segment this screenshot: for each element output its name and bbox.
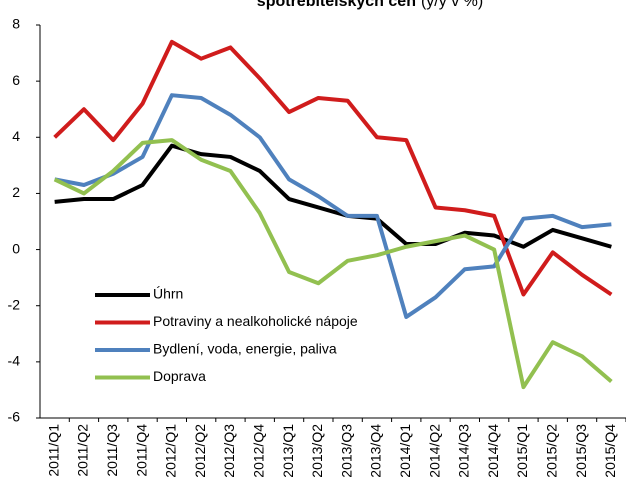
y-tick-label: -6 <box>8 409 21 425</box>
y-tick-label: -4 <box>8 353 21 369</box>
series-line <box>53 138 613 390</box>
y-tick-label: 0 <box>12 240 20 256</box>
y-tick-label: 4 <box>12 128 20 144</box>
x-tick-label: 2011/Q2 <box>75 424 91 477</box>
x-tick-label: 2012/Q1 <box>163 424 179 478</box>
y-tick-label: 8 <box>12 16 20 32</box>
series-line <box>54 143 612 249</box>
x-tick-label: 2012/Q4 <box>250 424 266 478</box>
x-tick-label: 2015/Q3 <box>573 424 589 478</box>
legend-label: Doprava <box>153 368 206 384</box>
legend-label: Úhrn <box>153 286 183 302</box>
x-tick-label: 2012/Q2 <box>192 424 208 478</box>
x-tick-label: 2014/Q3 <box>456 424 472 478</box>
series-line <box>53 39 613 297</box>
x-tick-label: 2013/Q3 <box>338 424 354 478</box>
x-tick-label: 2011/Q4 <box>133 424 149 477</box>
x-tick-label: 2013/Q2 <box>309 424 325 478</box>
x-tick-label: 2015/Q1 <box>514 424 530 478</box>
x-tick-label: 2012/Q3 <box>221 424 237 478</box>
title: spotřebitelských cen <box>257 0 416 10</box>
legend-label: Bydlení, voda, energie, paliva <box>153 341 337 357</box>
x-tick-label: 2013/Q1 <box>280 424 296 478</box>
legend-label: Potraviny a nealkoholické nápoje <box>153 313 358 329</box>
x-tick-label: 2011/Q3 <box>104 424 120 477</box>
y-tick-label: 2 <box>12 184 20 200</box>
y-tick-label: 6 <box>12 72 20 88</box>
x-tick-label: 2015/Q2 <box>543 424 559 478</box>
x-tick-label: 2014/Q1 <box>397 424 413 478</box>
x-tick-label: 2015/Q4 <box>602 424 618 478</box>
subtitle: (y/y v %) <box>421 0 483 10</box>
x-tick-label: 2011/Q1 <box>45 424 61 477</box>
y-tick-label: -2 <box>8 296 21 312</box>
x-tick-label: 2013/Q4 <box>368 424 384 478</box>
x-tick-label: 2014/Q2 <box>426 424 442 478</box>
x-tick-label: 2014/Q4 <box>485 424 501 478</box>
series-line <box>54 93 612 319</box>
chart-title: spotřebitelských cen (y/y v %) <box>257 0 483 10</box>
